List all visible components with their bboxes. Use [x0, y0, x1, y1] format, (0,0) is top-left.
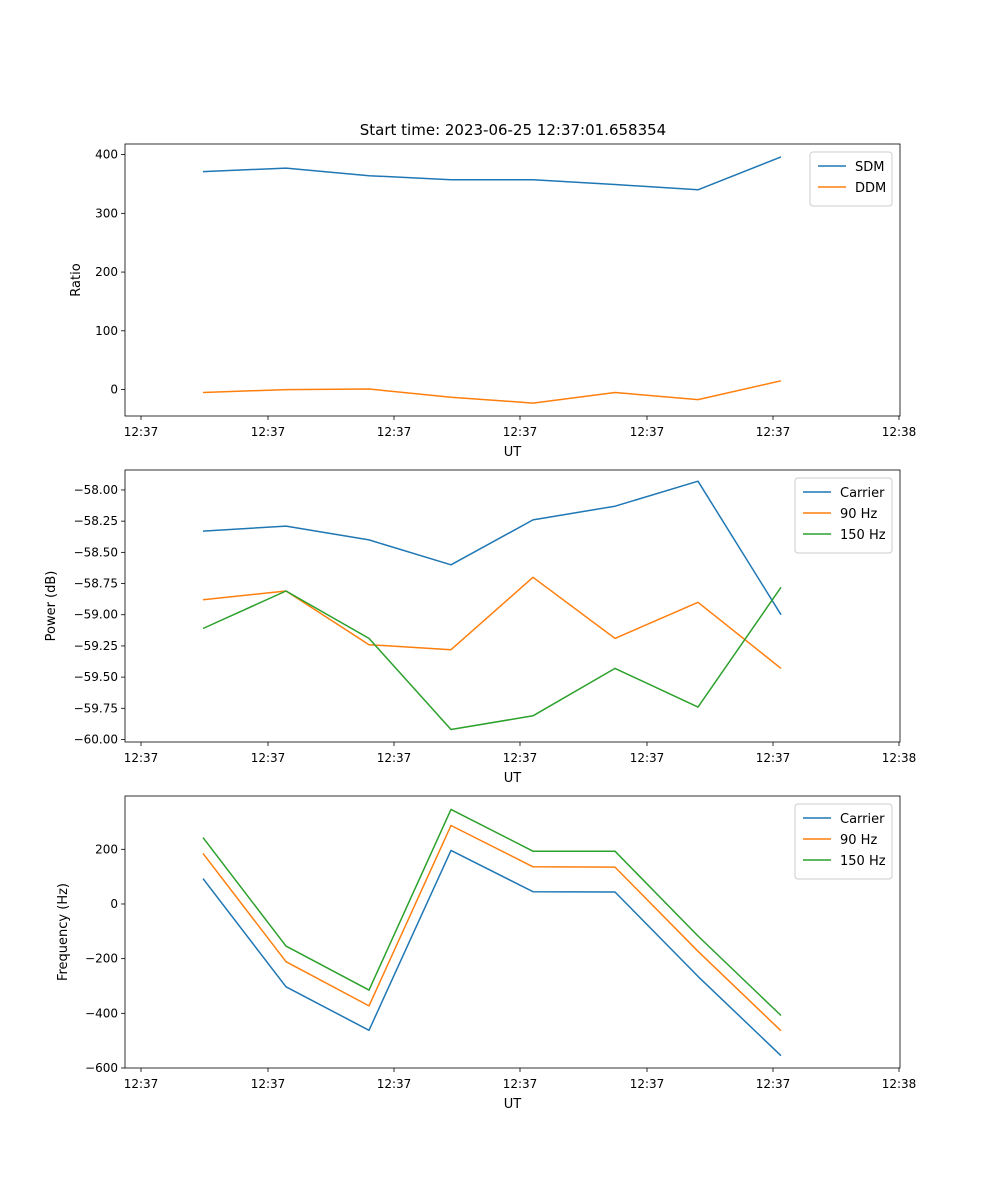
y-tick-label: 200 [95, 265, 118, 279]
x-tick-label: 12:37 [630, 1077, 665, 1091]
x-tick-label: 12:37 [630, 751, 665, 765]
series-line-150-hz [202, 586, 782, 731]
legend: SDM DDM [809, 151, 893, 207]
legend-label: 150 Hz [840, 528, 886, 543]
x-axis-label: UT [504, 1097, 522, 1112]
series-line-90-hz [202, 824, 782, 1032]
x-tick-label: 12:37 [756, 1077, 791, 1091]
series-line-sdm [202, 156, 782, 191]
y-tick-label: 300 [95, 206, 118, 220]
legend: Carrier 90 Hz 150 Hz [794, 477, 893, 554]
x-tick-label: 12:37 [503, 1077, 538, 1091]
y-tick-label: −59.75 [74, 701, 118, 715]
legend-label: 90 Hz [840, 833, 877, 848]
y-tick-label: 0 [110, 897, 118, 911]
axes-frame [124, 469, 901, 743]
series-line-carrier [202, 849, 782, 1057]
legend-label: Carrier [840, 812, 885, 827]
y-tick-label: −400 [85, 1006, 118, 1020]
x-tick-label: 12:37 [503, 425, 538, 439]
chart-panel-1: 12:37 12:37 12:37 12:37 12:37 12:37 12:38 0 100 2… [69, 143, 917, 460]
legend-label: SDM [855, 160, 884, 175]
x-axis-label: UT [504, 445, 522, 460]
axes-frame [124, 795, 901, 1069]
x-tick-label: 12:37 [377, 425, 412, 439]
y-tick-label: −59.00 [74, 608, 118, 622]
y-axis-label: Power (dB) [44, 571, 59, 642]
y-tick-label: −58.75 [74, 577, 118, 591]
y-tick-label: 100 [95, 324, 118, 338]
x-tick-label: 12:37 [756, 425, 791, 439]
x-tick-label: 12:37 [124, 425, 159, 439]
x-tick-label: 12:37 [124, 1077, 159, 1091]
x-axis-label: UT [504, 771, 522, 786]
x-tick-label: 12:37 [756, 751, 791, 765]
y-tick-label: −58.50 [74, 545, 118, 559]
legend-label: 150 Hz [840, 854, 886, 869]
series-line-carrier [202, 480, 782, 616]
y-axis-label: Frequency (Hz) [56, 883, 71, 981]
y-tick-label: −58.25 [74, 514, 118, 528]
figure-title: Start time: 2023-06-25 12:37:01.658354 [360, 121, 666, 139]
x-tick-label: 12:37 [124, 751, 159, 765]
x-tick-label: 12:38 [882, 751, 917, 765]
series-line-ddm [202, 380, 782, 404]
y-tick-label: −600 [85, 1061, 118, 1075]
y-tick-label: −60.00 [74, 733, 118, 747]
legend-label: 90 Hz [840, 507, 877, 522]
x-tick-label: 12:37 [630, 425, 665, 439]
y-tick-label: −200 [85, 952, 118, 966]
y-tick-label: 200 [95, 842, 118, 856]
y-tick-label: −58.00 [74, 483, 118, 497]
y-axis-label: Ratio [69, 263, 84, 296]
legend-label: Carrier [840, 486, 885, 501]
y-tick-label: −59.25 [74, 639, 118, 653]
series-line-90-hz [202, 576, 782, 669]
chart-panel-2: 12:37 12:37 12:37 12:37 12:37 12:37 12:38 −60.0… [44, 469, 917, 786]
chart-panel-3: 12:37 12:37 12:37 12:37 12:37 12:37 12:38 −600 −… [56, 795, 917, 1112]
legend: Carrier 90 Hz 150 Hz [794, 803, 893, 880]
y-tick-label: 0 [110, 383, 118, 397]
y-tick-label: −59.50 [74, 670, 118, 684]
x-tick-label: 12:37 [251, 751, 286, 765]
x-tick-label: 12:38 [882, 1077, 917, 1091]
y-tick-label: 400 [95, 148, 118, 162]
x-tick-label: 12:37 [377, 1077, 412, 1091]
x-tick-label: 12:37 [377, 751, 412, 765]
x-tick-label: 12:38 [882, 425, 917, 439]
legend-label: DDM [855, 181, 886, 196]
x-tick-label: 12:37 [503, 751, 538, 765]
x-tick-label: 12:37 [251, 425, 286, 439]
x-tick-label: 12:37 [251, 1077, 286, 1091]
series-line-150-hz [202, 808, 782, 1017]
axes-frame [124, 143, 901, 417]
